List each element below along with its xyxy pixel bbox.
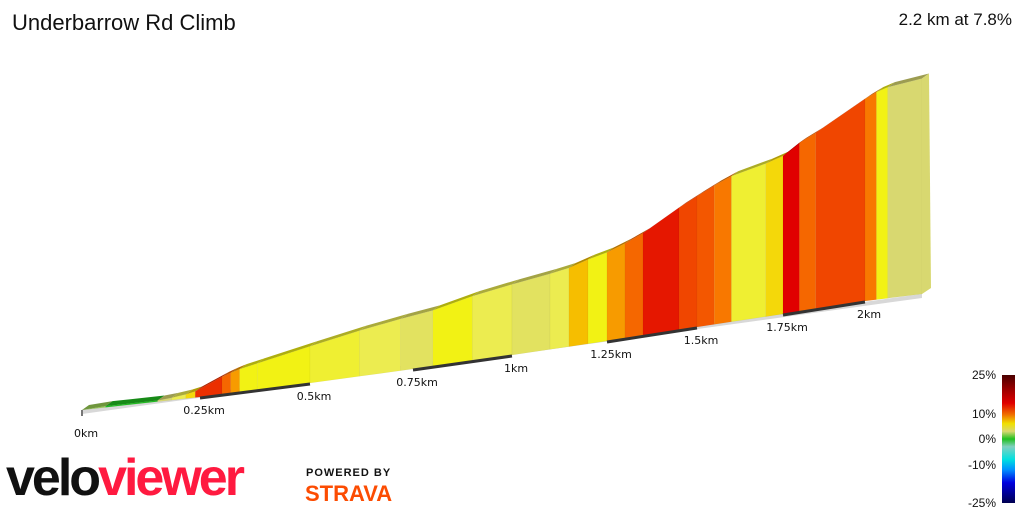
legend-label-25: 25% <box>971 368 996 382</box>
segment-face <box>678 195 698 331</box>
x-tick-label: 0.25km <box>183 404 225 417</box>
veloviewer-logo[interactable]: veloviewer <box>6 449 245 507</box>
segment-top <box>569 254 595 268</box>
segment-top <box>185 386 203 395</box>
segment-top <box>731 158 773 177</box>
segment-face <box>472 283 513 361</box>
segment-face <box>815 98 866 310</box>
x-tick-label: 0km <box>74 427 98 440</box>
segment-face <box>642 207 680 336</box>
legend-label-neg10: -10% <box>967 458 996 472</box>
segment-face <box>309 330 360 384</box>
segment-face <box>799 132 817 312</box>
segment-top <box>359 313 408 331</box>
segment-face <box>230 368 240 394</box>
segment-top <box>230 364 247 373</box>
x-tick-label: 0.5km <box>297 390 332 403</box>
segment-top <box>105 395 165 407</box>
legend-label-neg25: -25% <box>967 496 996 510</box>
segment-face <box>713 175 732 325</box>
segment-top <box>697 180 722 197</box>
segment-top <box>607 238 632 253</box>
distance-band <box>782 300 866 317</box>
segment-top <box>195 371 229 392</box>
segment-top <box>865 87 884 99</box>
segment-top <box>887 73 929 88</box>
segment-top <box>432 291 480 311</box>
legend-label-10: 10% <box>971 407 996 421</box>
segment-face <box>606 242 626 342</box>
segment-face <box>864 91 877 302</box>
segment-top <box>714 171 739 186</box>
segment-top <box>815 93 872 133</box>
segment-face <box>765 155 784 317</box>
segment-face <box>511 273 551 356</box>
segment-top <box>550 262 576 274</box>
segment-top <box>171 389 193 398</box>
segment-top <box>512 268 557 285</box>
segment-face <box>887 78 923 299</box>
climb-summary: 2.2 km at 7.8% <box>898 10 1012 29</box>
segment-face <box>782 142 800 315</box>
segment-face <box>587 251 608 345</box>
x-tick-label: 1km <box>504 362 528 375</box>
segment-top <box>588 247 614 260</box>
segment-face <box>400 310 434 371</box>
segment-top <box>310 325 367 347</box>
segment-face <box>731 163 767 323</box>
strava-logo[interactable]: STRAVA <box>305 481 393 506</box>
segment-face <box>624 232 644 339</box>
distance-band <box>199 382 311 400</box>
segment-top <box>257 341 317 364</box>
segment-top <box>82 401 113 410</box>
distance-band <box>606 326 698 344</box>
segment-top <box>472 279 519 297</box>
distance-band <box>412 354 513 372</box>
x-tick-label: 2km <box>857 308 881 321</box>
segment-top <box>400 305 440 319</box>
segment-top <box>157 392 179 401</box>
x-tick-label: 0.75km <box>396 376 438 389</box>
segment-face <box>549 267 570 350</box>
segment-top <box>239 358 265 370</box>
powered-by-label: POWERED BY <box>306 467 392 479</box>
gradient-legend-bar <box>1002 375 1015 503</box>
segment-top <box>799 127 823 143</box>
x-tick-label: 1.25km <box>590 348 632 361</box>
segment-face <box>876 86 889 300</box>
page-title: Underbarrow Rd Climb <box>12 10 236 35</box>
segment-top <box>222 367 238 377</box>
segment-top <box>643 202 686 234</box>
segment-top <box>625 228 650 244</box>
x-tick-label: 1.5km <box>684 334 719 347</box>
legend-label-0: 0% <box>978 432 996 446</box>
segment-top <box>876 82 895 93</box>
x-tick-label: 1.75km <box>766 321 808 334</box>
segment-face <box>568 259 589 347</box>
segment-top <box>765 150 790 164</box>
segment-top <box>679 191 704 208</box>
end-cap <box>922 73 931 294</box>
segment-face <box>696 185 715 328</box>
